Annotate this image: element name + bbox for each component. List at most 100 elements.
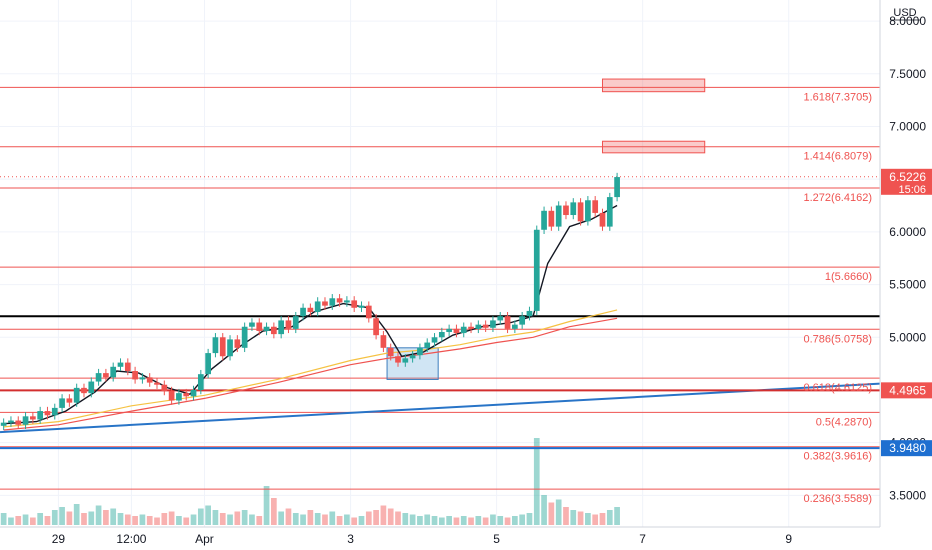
volume-bar <box>234 511 241 525</box>
volume-bar <box>431 516 438 525</box>
volume-bar <box>475 516 482 525</box>
candle-body <box>44 411 51 416</box>
candle-body <box>168 391 175 401</box>
volume-bar <box>81 513 87 525</box>
candle-body <box>592 200 599 213</box>
candle-body <box>146 377 153 383</box>
volume-bar <box>387 508 394 525</box>
volume-bar <box>373 510 379 525</box>
candle-body <box>278 320 285 335</box>
volume-bar <box>103 510 109 525</box>
volume-bar <box>190 514 197 525</box>
volume-bar <box>117 513 124 525</box>
candle-body <box>446 328 452 333</box>
volume-bar <box>227 514 233 525</box>
candle-body <box>227 339 233 357</box>
candle-body <box>263 326 270 331</box>
volume-bar <box>132 516 138 525</box>
volume-bar <box>183 517 190 525</box>
x-tick-label: 12:00 <box>116 532 146 546</box>
volume-bar <box>460 516 467 525</box>
volume-bar <box>322 514 328 525</box>
candle-body <box>249 322 255 327</box>
volume-bar <box>577 511 584 525</box>
candle-body <box>365 305 372 319</box>
volume-bar <box>380 505 387 525</box>
candle-body <box>402 358 409 363</box>
time-axis[interactable]: 29 12:00 Apr 3 5 7 9 <box>0 526 880 546</box>
candle-body <box>292 316 299 329</box>
candle-body <box>512 324 518 329</box>
volume-bar <box>314 513 321 525</box>
candle-body <box>555 205 562 227</box>
price-tag-bg <box>881 168 932 195</box>
candle-body <box>519 316 526 325</box>
candle-body <box>30 416 36 420</box>
x-tick-label: 9 <box>785 532 792 546</box>
volume-bar <box>8 517 14 525</box>
volume-bar <box>424 514 431 525</box>
volume-bars <box>0 438 620 525</box>
fib-label: 1.618(7.3705) <box>804 91 873 103</box>
volume-bar <box>329 511 336 525</box>
volume-bar <box>95 505 102 525</box>
x-tick-label: Apr <box>195 532 214 546</box>
candle-body <box>570 202 577 216</box>
candle-body <box>460 326 467 334</box>
candle-body <box>132 371 138 380</box>
volume-bar <box>409 514 416 525</box>
price-tag-value: 3.9480 <box>889 441 926 455</box>
candle-body <box>606 197 613 227</box>
volume-bar <box>438 517 445 525</box>
candle-body <box>73 387 80 403</box>
candle-body <box>95 373 102 382</box>
candle-body <box>431 337 438 343</box>
candle-body <box>599 212 606 227</box>
volume-bar <box>154 517 160 525</box>
volume-bar <box>417 516 423 525</box>
candle-body <box>59 398 65 408</box>
volume-bar <box>519 514 526 525</box>
candle-body <box>124 362 131 372</box>
fib-label: 1.414(6.8079) <box>804 151 873 163</box>
volume-bar <box>512 516 518 525</box>
volume-bar <box>402 513 409 525</box>
volume-bar <box>219 513 226 525</box>
volume-bar <box>271 498 277 525</box>
volume-bar <box>606 510 613 525</box>
volume-bar <box>446 516 452 525</box>
candle-body <box>336 298 343 303</box>
volume-bar <box>292 513 299 525</box>
fib-levels <box>0 86 880 490</box>
volume-bar <box>358 516 365 525</box>
candle-body <box>205 353 211 375</box>
candle-body <box>468 326 474 329</box>
fib-label: 1(5.6660) <box>825 271 872 283</box>
volume-bar <box>541 495 547 525</box>
y-tick-label: 5.0000 <box>889 330 926 344</box>
volume-bar <box>351 517 358 525</box>
candle-body <box>614 177 620 198</box>
x-tick-label: 7 <box>639 532 646 546</box>
candle-body <box>563 205 569 216</box>
price-tag-countdown: 15:06 <box>898 184 926 196</box>
volume-bar <box>365 511 372 525</box>
volume-bar <box>241 510 248 525</box>
candle-body <box>438 332 445 338</box>
volume-bar <box>585 513 591 525</box>
moving-averages <box>3 204 618 431</box>
volume-bar <box>504 517 511 525</box>
candle-body <box>176 393 182 401</box>
candle-body <box>161 384 168 392</box>
candle-body <box>51 407 58 416</box>
volume-bar <box>453 517 460 525</box>
volume-bar <box>51 510 58 525</box>
candle-body <box>541 210 547 230</box>
volume-bar <box>249 514 255 525</box>
volume-bar <box>533 438 540 525</box>
volume-bar <box>490 514 496 525</box>
volume-bar <box>88 511 95 525</box>
candle-body <box>424 342 431 348</box>
candle-body <box>241 326 248 348</box>
